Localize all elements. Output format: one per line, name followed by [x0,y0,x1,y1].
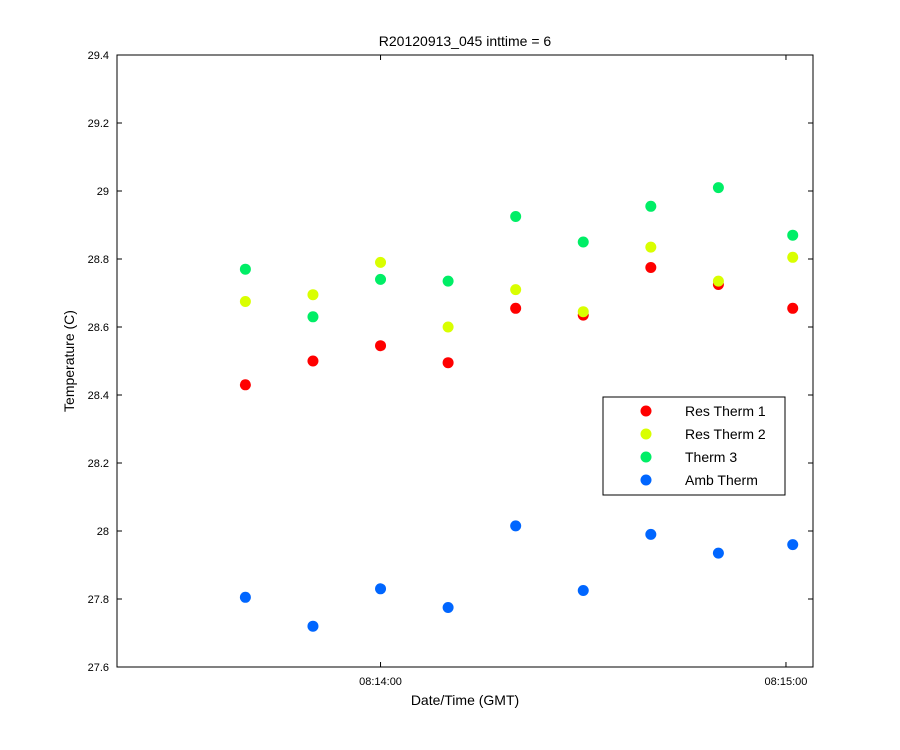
point-res-therm-2 [239,296,251,307]
point-therm-3 [712,182,724,194]
x-tick-label: 08:14:00 [359,676,402,688]
plot-area [116,54,814,668]
point-res-therm-1 [787,302,799,314]
point-amb-therm [645,528,657,540]
y-tick-label: 28.2 [88,458,109,470]
point-res-therm-2 [712,275,724,287]
legend-marker [640,474,652,486]
point-res-therm-1 [307,355,319,367]
point-res-therm-2 [375,256,387,268]
point-res-therm-2 [307,289,319,301]
point-therm-3 [442,275,454,287]
point-therm-3 [645,200,657,212]
legend-marker [640,405,652,417]
legend-label: Res Therm 1 [685,403,766,419]
legend-label: Res Therm 2 [685,426,766,442]
y-axis: 27.6 27.8 28 28.2 28.4 28.6 28.8 29 29.2 29.4 [88,50,813,674]
point-res-therm-2 [442,321,454,333]
y-tick-label: 27.6 [88,662,109,674]
legend-marker [640,428,652,440]
point-res-therm-1 [442,357,454,369]
point-res-therm-1 [510,302,522,314]
point-res-therm-2 [577,306,589,318]
point-amb-therm [712,547,724,559]
legend-label: Therm 3 [685,449,737,465]
point-res-therm-2 [510,284,522,296]
point-amb-therm [442,602,454,613]
y-tick-label: 27.8 [88,594,109,606]
x-tick-label: 08:15:00 [765,676,808,688]
legend-label: Amb Therm [685,472,758,488]
x-axis-label: Date/Time (GMT) [411,692,519,708]
point-amb-therm [510,520,522,532]
y-tick-label: 29.4 [88,50,109,62]
data-points [239,182,799,632]
y-axis-label: Temperature (C) [61,310,77,412]
y-tick-label: 29 [97,186,109,198]
point-res-therm-1 [239,379,251,391]
point-res-therm-1 [375,340,387,352]
x-axis: 08:14:00 08:15:00 [359,55,807,688]
point-therm-3 [239,263,251,275]
legend-marker [640,451,652,463]
y-tick-label: 28.4 [88,390,109,402]
y-tick-label: 28.8 [88,254,109,266]
point-therm-3 [577,236,589,248]
point-res-therm-2 [645,241,657,253]
legend-box [602,396,786,496]
point-amb-therm [307,620,319,632]
y-tick-label: 29.2 [88,118,109,130]
point-therm-3 [510,211,522,222]
point-amb-therm [577,585,589,596]
point-therm-3 [375,273,387,285]
point-therm-3 [307,311,319,323]
point-res-therm-2 [787,251,799,263]
point-res-therm-1 [645,262,657,273]
chart-title: R20120913_045 inttime = 6 [379,33,552,49]
y-tick-label: 28 [97,526,109,538]
point-amb-therm [375,583,387,595]
point-amb-therm [787,539,799,551]
y-tick-label: 28.6 [88,322,109,334]
point-therm-3 [787,229,799,241]
point-amb-therm [239,591,251,603]
legend: Res Therm 1 Res Therm 2 Therm 3 Amb Therm [602,396,786,496]
